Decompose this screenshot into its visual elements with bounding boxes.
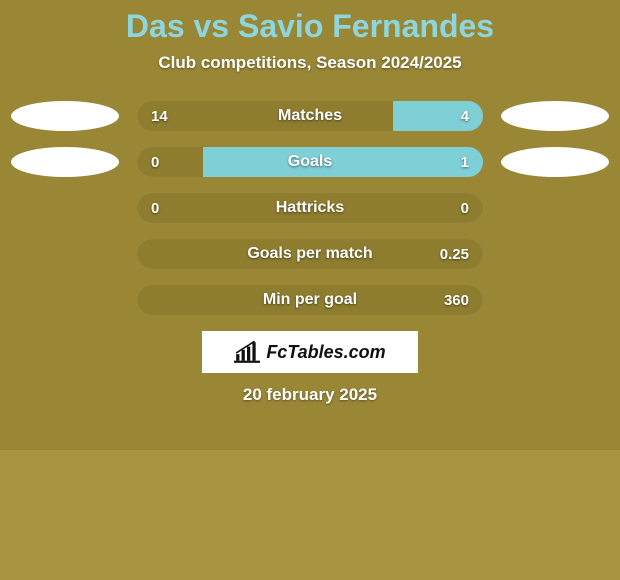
brand-text: FcTables.com [266,342,385,363]
stat-label: Goals per match [137,239,483,269]
stat-row: 01Goals [0,147,620,177]
date-label: 20 february 2025 [0,385,620,405]
bottom-spacer [0,450,620,580]
brand-badge[interactable]: FcTables.com [202,331,418,373]
page-title: Das vs Savio Fernandes [0,8,620,45]
player-left-marker [11,147,119,177]
stat-bar: 144Matches [137,101,483,131]
stats-rows: 144Matches 01Goals 00Hattricks 0.25Goals pe… [0,101,620,315]
stat-label: Min per goal [137,285,483,315]
player-right-marker [501,101,609,131]
stat-bar: 0.25Goals per match [137,239,483,269]
subtitle: Club competitions, Season 2024/2025 [0,53,620,73]
stat-row: 00Hattricks [0,193,620,223]
stat-row: 144Matches [0,101,620,131]
stat-bar: 00Hattricks [137,193,483,223]
stat-bar: 360Min per goal [137,285,483,315]
stat-label: Hattricks [137,193,483,223]
player-right-marker [501,147,609,177]
stat-row: 0.25Goals per match [0,239,620,269]
comparison-card: Das vs Savio Fernandes Club competitions… [0,0,620,450]
stat-row: 360Min per goal [0,285,620,315]
stat-bar: 01Goals [137,147,483,177]
stat-label: Goals [137,147,483,177]
player-left-marker [11,101,119,131]
chart-icon [234,341,260,363]
stat-label: Matches [137,101,483,131]
